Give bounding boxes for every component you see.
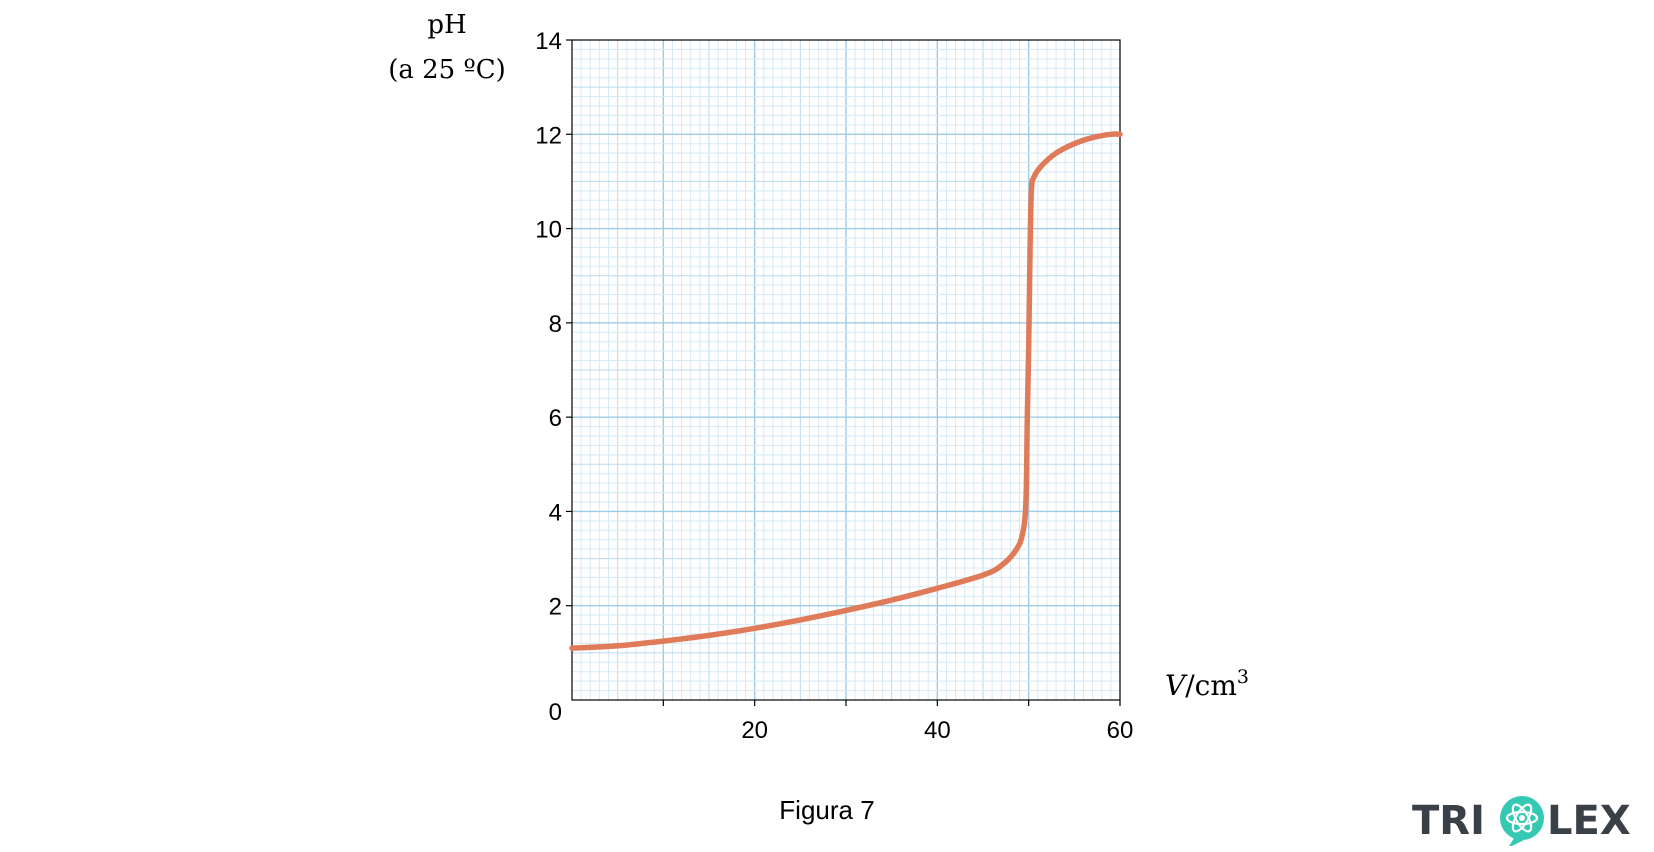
y-axis-label-ph: pH bbox=[427, 10, 466, 40]
x-tick-label: 60 bbox=[1107, 717, 1134, 744]
x-axis-label: V/cm3 bbox=[1165, 666, 1249, 702]
grid bbox=[572, 40, 1120, 700]
x-axis-label-unit: /cm bbox=[1185, 669, 1237, 702]
y-tick-label: 8 bbox=[549, 311, 562, 338]
y-tick-label: 4 bbox=[549, 499, 562, 526]
x-tick-label: 40 bbox=[924, 717, 951, 744]
series-group bbox=[569, 131, 1123, 651]
y-tick-label: 12 bbox=[535, 122, 562, 149]
y-tick-label: 10 bbox=[535, 217, 562, 244]
figure-caption: Figura 7 bbox=[779, 795, 875, 825]
trilex-logo: TRI LEX bbox=[1412, 796, 1631, 846]
logo-text-left: TRI bbox=[1412, 798, 1485, 844]
x-axis-label-var: V bbox=[1165, 669, 1188, 702]
y-axis-label-temp: (a 25 ºC) bbox=[388, 55, 506, 85]
y-tick-label: 6 bbox=[549, 405, 562, 432]
origin-label: 0 bbox=[549, 699, 562, 726]
y-tick-label: 14 bbox=[535, 28, 562, 55]
logo-text-right: LEX bbox=[1547, 798, 1631, 844]
series-line bbox=[569, 131, 1123, 651]
y-tick-label: 2 bbox=[549, 594, 562, 621]
x-tick-label: 20 bbox=[741, 717, 768, 744]
atom-icon bbox=[1500, 796, 1544, 846]
x-axis-label-exp: 3 bbox=[1237, 666, 1249, 688]
axis-ticks: 2 4 6 8 10 12 14 20 40 60 0 bbox=[535, 28, 1133, 744]
